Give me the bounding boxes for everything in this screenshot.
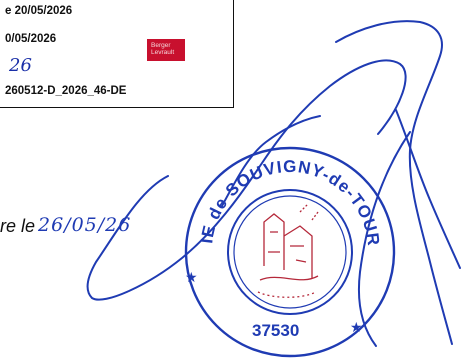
act-id-line: 260512-D_2026_46-DE (5, 85, 127, 97)
reception-date-line: e 20/05/2026 (5, 5, 73, 17)
seal-ring-text: MAIRIE de SOUVIGNY-de-TOURAINE (0, 0, 382, 247)
castle-emblem-icon (257, 203, 319, 298)
seal-star-left: ★ (185, 269, 198, 285)
publication-date-line: 0/05/2026 (5, 33, 57, 45)
seal-postcode: 37530 (252, 321, 299, 340)
berger-logo-line1: Berger (151, 42, 171, 49)
handwritten-date: 26/05/26 (38, 214, 132, 236)
berger-levrault-logo: Berger Levrault (147, 39, 185, 61)
certification-box: e 20/05/2026 0/05/2026 26 260512-D_2026_… (0, 0, 234, 108)
signature (86, 20, 461, 347)
affichage-text: re le (0, 216, 36, 236)
seal-star-right: ★ (350, 319, 363, 335)
svg-text:MAIRIE de SOUVIGNY-de-TOURAINE: MAIRIE de SOUVIGNY-de-TOURAINE (0, 0, 382, 247)
town-hall-seal: MAIRIE de SOUVIGNY-de-TOURAINE 37530 ★ ★ (0, 0, 396, 358)
handwritten-year: 26 (9, 55, 32, 76)
berger-logo-line2: Levrault (151, 49, 175, 56)
